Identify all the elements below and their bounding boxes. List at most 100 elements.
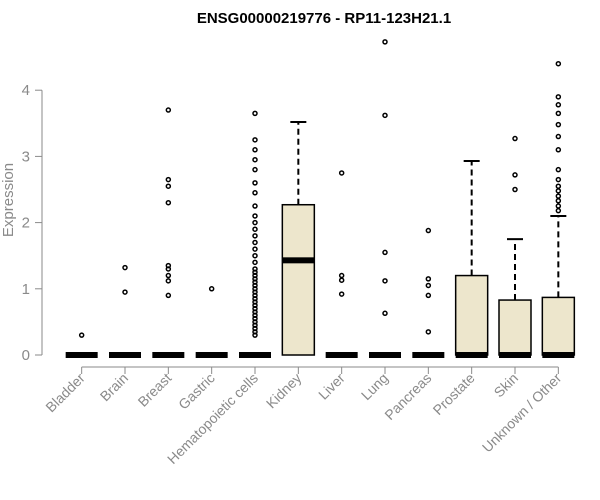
outlier-point [382,39,388,45]
x-tick-label: Pancreas [381,370,434,423]
y-tick-label: 1 [22,281,30,298]
outlier-point [165,278,172,284]
box-group [541,60,576,358]
median-line [499,352,531,358]
box-body [454,274,489,356]
box-group [325,170,358,358]
outlier-point [252,180,258,186]
outlier-point [252,266,258,272]
outlier-point [252,156,258,163]
outlier-point [555,110,562,117]
median-line [455,352,488,358]
outlier-point [165,292,172,299]
boxes-layer [65,39,576,358]
box-group [454,160,489,358]
median-line [369,352,401,358]
outlier-point [252,252,258,259]
box-body [281,203,316,356]
y-tick-label: 4 [22,82,30,99]
outlier-point [252,190,258,196]
outlier-point [555,183,562,189]
outlier-point [555,147,562,153]
x-tick-label: Unknown / Other [479,370,565,456]
box-group [281,120,316,356]
outlier-point [555,166,562,173]
outlier-point [382,310,388,317]
outlier-point [252,147,258,153]
outlier-point [252,110,258,117]
outlier-point [165,199,172,206]
outlier-point [165,176,172,183]
outlier-point [555,193,562,199]
outlier-point [512,172,518,178]
outlier-point [338,272,345,279]
median-line [65,352,98,358]
box-group [369,39,401,358]
x-tick-label: Brain [97,370,131,404]
outlier-point [338,291,345,297]
outlier-point [252,219,258,226]
box-group [152,107,185,358]
box-body [498,299,532,356]
box-group [65,332,98,358]
x-tick-label: Prostate [430,370,478,418]
outlier-point [252,226,258,232]
outlier-point [555,94,562,100]
outlier-point [338,277,345,283]
box-group [109,264,141,358]
outlier-point [252,213,258,219]
median-line [109,352,141,358]
outlier-point [555,203,562,209]
outlier-point [425,282,432,289]
outlier-point [555,188,562,194]
box-group [412,227,445,358]
outlier-point [555,102,562,108]
median-line [542,352,575,358]
outlier-point [165,272,172,279]
outlier-point [512,186,518,193]
outlier-point [252,137,258,143]
outlier-point [252,239,258,246]
outlier-point [208,286,215,292]
x-tick-label: Lung [358,370,391,403]
x-tick-label: Liver [315,370,348,403]
outlier-point [555,133,562,140]
box-group [498,135,532,358]
box-body [541,296,576,356]
x-tick-label: Breast [135,370,175,410]
y-axis: 0 1 2 3 4 [22,82,43,364]
outlier-point [122,289,128,295]
median-line [412,352,445,358]
outlier-point [512,135,518,142]
outlier-point [252,233,258,239]
outlier-point [382,112,388,119]
outlier-point [252,259,258,266]
x-tick-label: Skin [491,370,522,401]
outlier-point [338,170,345,176]
outlier-point [165,262,172,269]
box-group [195,286,228,358]
y-tick-label: 3 [22,148,30,165]
x-tick-label: Bladder [42,370,88,416]
outlier-point [555,176,562,183]
outlier-point [555,60,562,67]
outlier-point [252,203,258,209]
outlier-point [555,121,562,128]
outlier-point [425,329,432,335]
y-axis-label: Expression [0,163,17,237]
median-line [325,352,358,358]
outlier-point [122,264,128,271]
outlier-point [252,246,258,252]
outlier-point [165,107,172,113]
y-tick-label: 0 [22,347,30,364]
outlier-point [252,166,258,173]
median-line [195,352,228,358]
outlier-point [382,278,388,284]
outlier-point [555,207,562,214]
median-line [152,352,185,358]
outlier-point [78,332,85,338]
y-tick-label: 2 [22,215,30,232]
chart-title: ENSG00000219776 - RP11-123H21.1 [197,10,451,27]
